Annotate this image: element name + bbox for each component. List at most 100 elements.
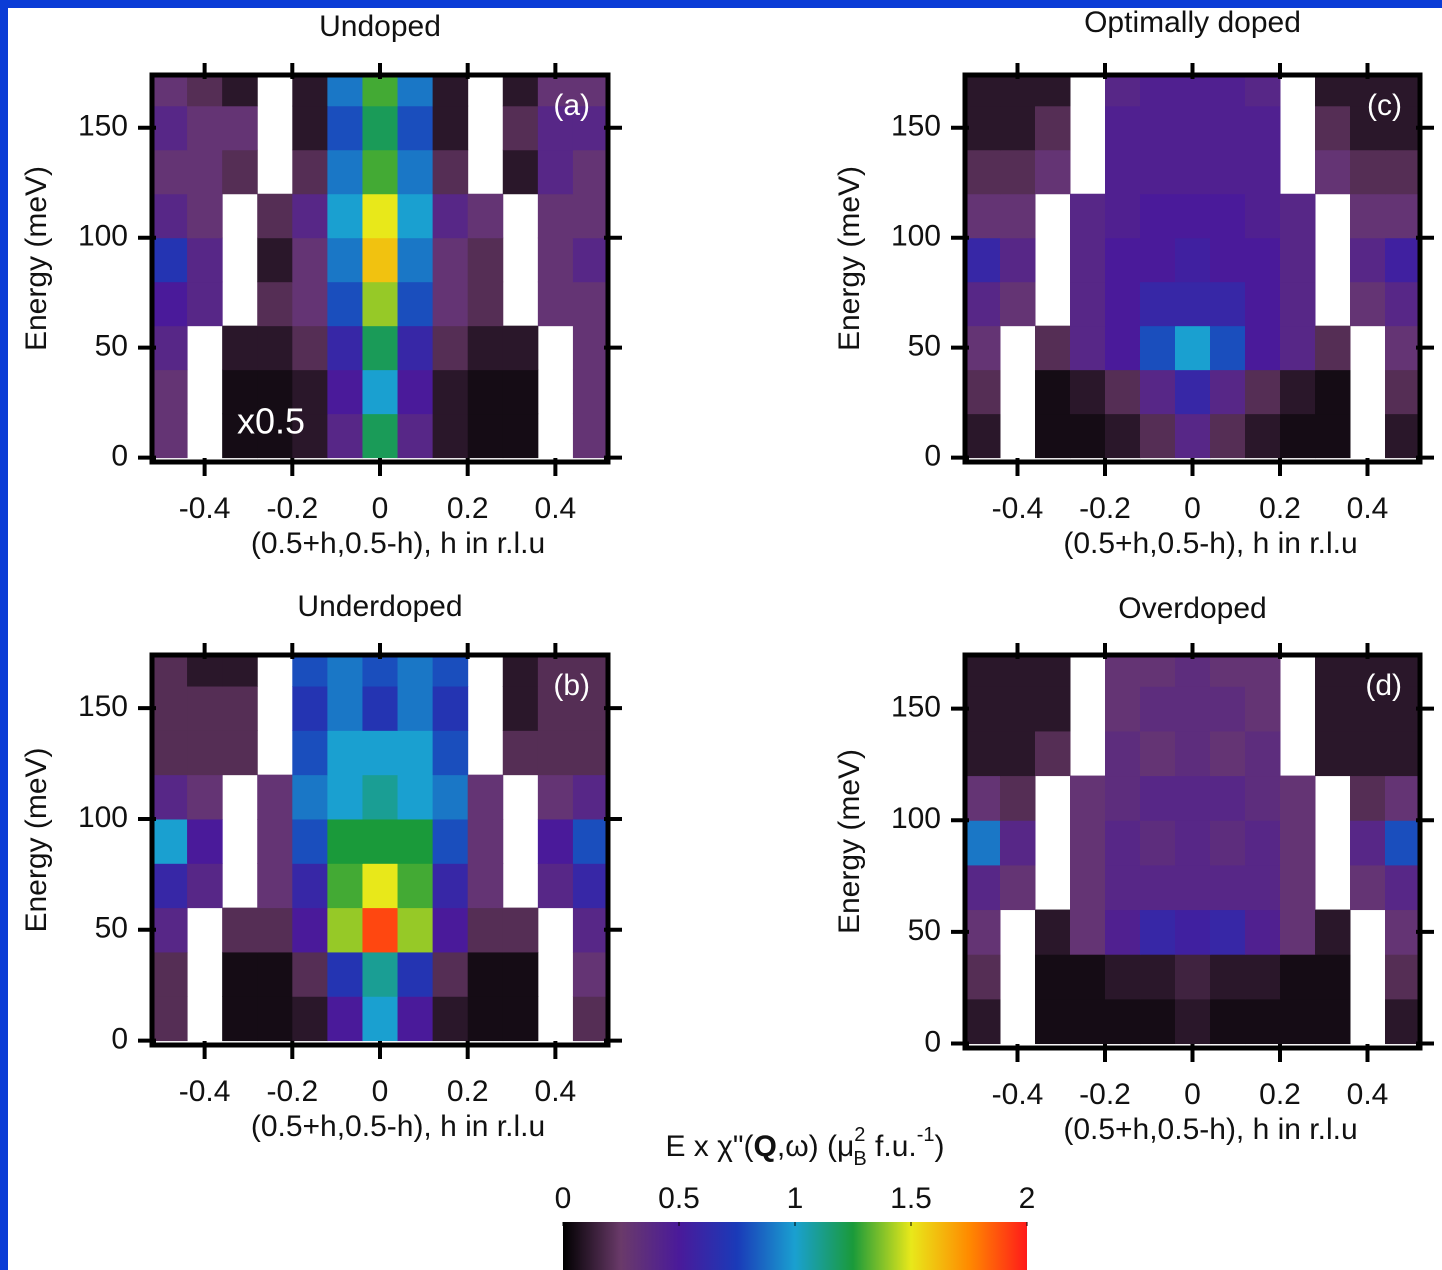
heatmap-cell (327, 818, 363, 864)
heatmap-cell (1140, 369, 1176, 415)
heatmap-cell (397, 774, 434, 820)
label-part: 2 (854, 1124, 865, 1146)
heatmap-cell (432, 655, 469, 687)
heatmap-cell (537, 655, 574, 687)
x-tick-label: -0.2 (266, 1075, 318, 1108)
heatmap-cell (1140, 413, 1176, 459)
heatmap-cell (502, 413, 539, 459)
heatmap-cell (537, 237, 574, 283)
heatmap-cell (1315, 954, 1351, 1000)
heatmap-cell (187, 730, 223, 776)
y-tick-label: 0 (111, 440, 128, 473)
heatmap-cell (1000, 820, 1036, 866)
heatmap-cell (1350, 193, 1386, 239)
heatmap-cell (152, 281, 188, 327)
heatmap-cell (1280, 864, 1316, 911)
heatmap-cell (1210, 237, 1246, 283)
heatmap-cell (502, 996, 539, 1042)
heatmap-cell (1315, 105, 1351, 151)
x-tick-label: -0.4 (992, 492, 1044, 525)
heatmap-cell (1280, 281, 1316, 327)
heatmap-cell (187, 281, 223, 327)
heatmap-cell (432, 193, 469, 239)
heatmap-cell (327, 907, 363, 953)
x-axis-label: (0.5+h,0.5-h), h in r.l.u (1063, 527, 1357, 560)
heatmap-cell (292, 951, 328, 997)
heatmap-cell (1350, 864, 1386, 911)
heatmap-cell (362, 655, 399, 687)
heatmap-cell (1175, 998, 1211, 1045)
heatmap-cell (1315, 730, 1351, 777)
heatmap-cell (327, 325, 363, 371)
heatmap-cell (397, 818, 434, 864)
heatmap-cell (1140, 864, 1176, 911)
heatmap-cell (1280, 998, 1316, 1045)
heatmap-cell (502, 951, 539, 997)
heatmap-cell (327, 686, 363, 731)
heatmap-cell (965, 655, 1001, 687)
heatmap-cell (1140, 325, 1176, 371)
colorbar-tick-label: 1.5 (890, 1182, 932, 1215)
heatmap-cell (965, 325, 1001, 371)
heatmap-cell (1140, 75, 1176, 107)
label-part: f.u. (867, 1130, 917, 1163)
y-tick-label: 100 (78, 801, 128, 834)
heatmap-cell (362, 237, 399, 283)
heatmap-cell (1105, 730, 1141, 777)
heatmap-cell (152, 818, 188, 864)
colorbar-tick-label: 2 (1019, 1182, 1036, 1215)
x-tick-label: 0.2 (447, 1075, 489, 1108)
heatmap-cell (1035, 730, 1071, 777)
heatmap-cell (1245, 820, 1281, 866)
heatmap-cell (152, 75, 188, 107)
heatmap-cell (1210, 105, 1246, 151)
heatmap-cell (965, 730, 1001, 777)
x-tick-label: 0 (372, 1075, 389, 1108)
heatmap-cell (467, 951, 504, 997)
heatmap-cell (362, 105, 399, 151)
x-tick-label: -0.2 (1079, 1078, 1131, 1111)
heatmap-cell (1000, 730, 1036, 777)
heatmap-cell (397, 413, 434, 459)
y-tick-label: 50 (908, 330, 941, 363)
heatmap-cell (572, 951, 608, 997)
heatmap-cell (1140, 775, 1176, 821)
heatmap-cell (1385, 325, 1420, 371)
heatmap-cell (1385, 864, 1420, 911)
x-tick-label: 0.4 (1347, 492, 1389, 525)
heatmap-cell (1210, 730, 1246, 777)
panel-label: (d) (1365, 669, 1402, 702)
heatmap-cell (1175, 325, 1211, 371)
heatmap-cell (397, 863, 434, 909)
heatmap-cell (1000, 281, 1036, 327)
panel-label: (a) (553, 89, 590, 122)
heatmap-cell (327, 369, 363, 415)
heatmap-cell (1035, 909, 1071, 955)
heatmap-cell (152, 369, 188, 415)
heatmap-cell (292, 281, 328, 327)
heatmap-cell (537, 730, 574, 776)
heatmap-cell (1385, 775, 1420, 821)
y-axis-label: Energy (meV) (833, 166, 866, 351)
heatmap-cell (1245, 998, 1281, 1045)
heatmap-cell (1385, 193, 1420, 239)
heatmap-cell (572, 686, 608, 731)
heatmap-cell (1245, 864, 1281, 911)
heatmap-cell (467, 863, 504, 909)
heatmap-cell (1245, 413, 1281, 459)
heatmap-cell (432, 951, 469, 997)
heatmap-cell (572, 730, 608, 776)
heatmap-cell (1315, 655, 1351, 687)
heatmap-cell (292, 996, 328, 1042)
heatmap-cell (432, 237, 469, 283)
heatmap-cell (1000, 775, 1036, 821)
heatmap-cell (1105, 686, 1141, 732)
panel-title: Optimally doped (1084, 6, 1301, 39)
heatmap-cell (222, 413, 258, 459)
heatmap-cell (152, 325, 188, 371)
label-part: Q (754, 1130, 777, 1163)
heatmap-cells (152, 75, 608, 459)
label-part: ) (935, 1130, 945, 1163)
heatmap-cell (397, 730, 434, 776)
heatmap-cell (1210, 75, 1246, 107)
